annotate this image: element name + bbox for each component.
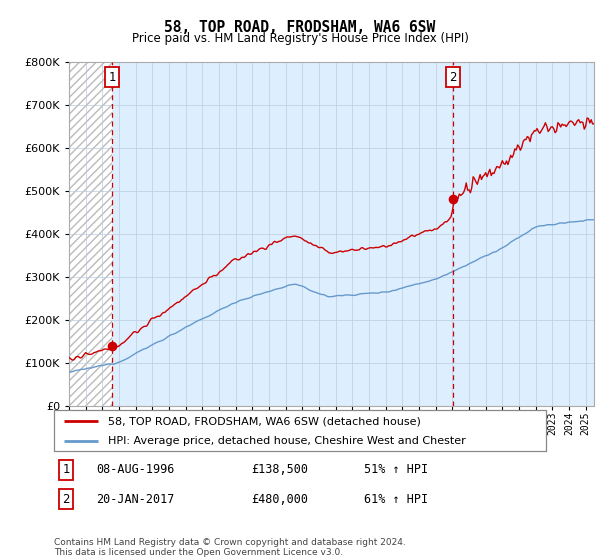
Text: 20-JAN-2017: 20-JAN-2017: [96, 493, 174, 506]
Text: 58, TOP ROAD, FRODSHAM, WA6 6SW (detached house): 58, TOP ROAD, FRODSHAM, WA6 6SW (detache…: [108, 417, 421, 426]
Text: 61% ↑ HPI: 61% ↑ HPI: [364, 493, 428, 506]
Text: Price paid vs. HM Land Registry's House Price Index (HPI): Price paid vs. HM Land Registry's House …: [131, 32, 469, 45]
Text: Contains HM Land Registry data © Crown copyright and database right 2024.
This d: Contains HM Land Registry data © Crown c…: [54, 538, 406, 557]
Text: 58, TOP ROAD, FRODSHAM, WA6 6SW: 58, TOP ROAD, FRODSHAM, WA6 6SW: [164, 20, 436, 35]
Text: HPI: Average price, detached house, Cheshire West and Chester: HPI: Average price, detached house, Ches…: [108, 436, 466, 446]
Text: 2: 2: [62, 493, 70, 506]
Text: £138,500: £138,500: [251, 463, 308, 476]
Bar: [69, 62, 112, 406]
Text: 08-AUG-1996: 08-AUG-1996: [96, 463, 174, 476]
Text: 1: 1: [62, 463, 70, 476]
Text: 1: 1: [109, 71, 116, 83]
Text: £480,000: £480,000: [251, 493, 308, 506]
Text: 2: 2: [449, 71, 457, 83]
Text: 51% ↑ HPI: 51% ↑ HPI: [364, 463, 428, 476]
